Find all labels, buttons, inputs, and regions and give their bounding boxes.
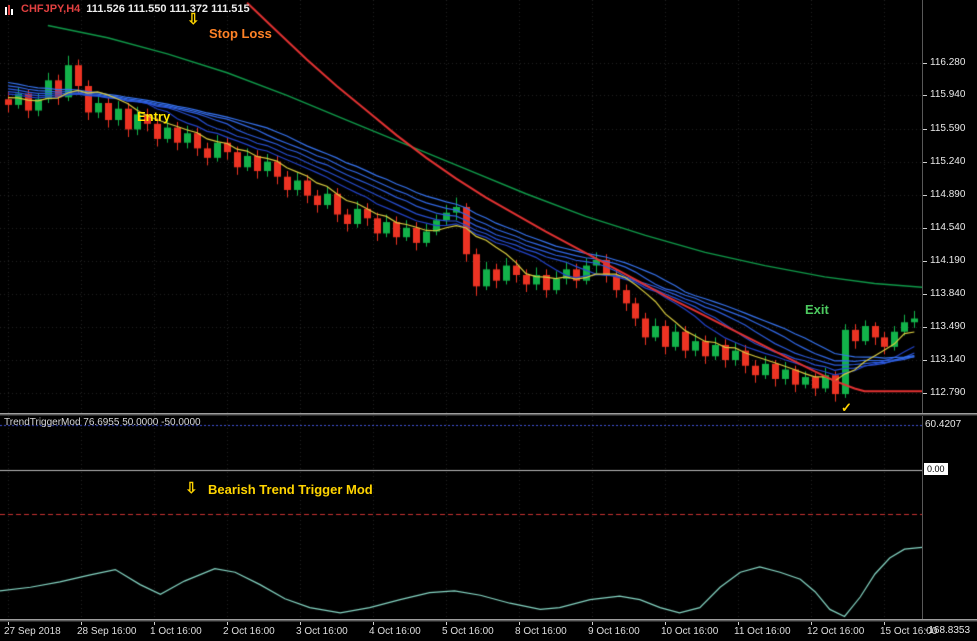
- price-axis-tick: [923, 327, 927, 328]
- time-axis-tick: [592, 622, 593, 625]
- price-axis-tick: [923, 294, 927, 295]
- price-axis-tick: [923, 228, 927, 229]
- price-axis-label: 113.140: [930, 354, 966, 365]
- indicator-scale-max-label: 60.4207: [925, 419, 962, 430]
- ohlc-values: 111.526 111.550 111.372 111.515: [86, 3, 250, 15]
- time-axis-label: 4 Oct 16:00: [369, 626, 421, 637]
- indicator-zero-value-box: 0.00: [924, 462, 948, 475]
- price-axis-label: 114.190: [930, 255, 966, 266]
- time-axis-label: 9 Oct 16:00: [588, 626, 640, 637]
- time-axis-tick: [300, 622, 301, 625]
- price-axis-tick: [923, 95, 927, 96]
- price-axis-label: 114.890: [930, 189, 966, 200]
- entry-label[interactable]: Entry: [137, 109, 171, 124]
- price-axis-label: 113.840: [930, 288, 966, 299]
- price-axis-tick: [923, 162, 927, 163]
- time-axis-tick: [154, 622, 155, 625]
- time-axis-tick: [519, 622, 520, 625]
- time-axis-tick: [373, 622, 374, 625]
- exit-label[interactable]: Exit: [805, 302, 829, 317]
- price-axis-tick: [923, 393, 927, 394]
- time-axis-tick: [81, 622, 82, 625]
- time-axis-tick: [665, 622, 666, 625]
- symbol-timeframe-label: CHFJPY,H4: [21, 3, 81, 15]
- time-axis-tick: [227, 622, 228, 625]
- time-axis[interactable]: 27 Sep 2018 28 Sep 16:00 1 Oct 16:00 2 Oct …: [0, 622, 977, 641]
- time-axis-label: 3 Oct 16:00: [296, 626, 348, 637]
- price-axis-tick: [923, 129, 927, 130]
- price-axis-label: 116.280: [930, 57, 966, 68]
- time-axis-label: 12 Oct 16:00: [807, 626, 865, 637]
- price-axis-label: 113.490: [930, 321, 966, 332]
- time-axis-separator[interactable]: [0, 619, 977, 622]
- time-axis-label: 8 Oct 16:00: [515, 626, 567, 637]
- time-axis-label: 1 Oct 16:00: [150, 626, 202, 637]
- indicator-title: TrendTriggerMod 76.6955 50.0000 -50.0000: [4, 417, 201, 428]
- time-axis-tick: [8, 622, 9, 625]
- price-axis-label: 115.940: [930, 89, 966, 100]
- price-axis[interactable]: 116.280 115.940 115.590 115.240 114.890 114.5…: [922, 0, 977, 622]
- time-axis-label: 2 Oct 16:00: [223, 626, 275, 637]
- time-axis-label: 5 Oct 16:00: [442, 626, 494, 637]
- price-chart-canvas[interactable]: [0, 0, 922, 413]
- chart-title: CHFJPY,H4 111.526 111.550 111.372 111.51…: [4, 3, 250, 15]
- time-axis-tick: [884, 622, 885, 625]
- time-axis-label: 28 Sep 16:00: [77, 626, 137, 637]
- price-axis-label: 115.590: [930, 123, 966, 134]
- stop-loss-arrow-icon[interactable]: ⇩: [187, 11, 200, 28]
- time-axis-tick: [446, 622, 447, 625]
- indicator-window-separator[interactable]: [0, 413, 977, 416]
- time-axis-label: 15 Oct 16:00: [880, 626, 938, 637]
- time-axis-tick: [811, 622, 812, 625]
- time-axis-label: 11 Oct 16:00: [734, 626, 791, 637]
- price-axis-label: 114.540: [930, 222, 966, 233]
- time-axis-label: 10 Oct 16:00: [661, 626, 719, 637]
- indicator-scale-min-label: -168.8353: [925, 625, 971, 636]
- time-axis-label: 27 Sep 2018: [4, 626, 61, 637]
- chart-icon: [4, 3, 15, 15]
- stop-loss-label[interactable]: Stop Loss: [209, 26, 272, 41]
- price-axis-tick: [923, 360, 927, 361]
- price-axis-label: 112.790: [930, 387, 966, 398]
- price-axis-tick: [923, 195, 927, 196]
- price-axis-tick: [923, 63, 927, 64]
- time-axis-tick: [738, 622, 739, 625]
- bearish-arrow-icon[interactable]: ⇩: [185, 480, 198, 497]
- indicator-chart-canvas[interactable]: [0, 416, 922, 619]
- price-axis-label: 115.240: [930, 156, 966, 167]
- bearish-trend-label[interactable]: Bearish Trend Trigger Mod: [208, 482, 373, 497]
- price-axis-tick: [923, 261, 927, 262]
- exit-check-icon[interactable]: ✓: [841, 400, 852, 415]
